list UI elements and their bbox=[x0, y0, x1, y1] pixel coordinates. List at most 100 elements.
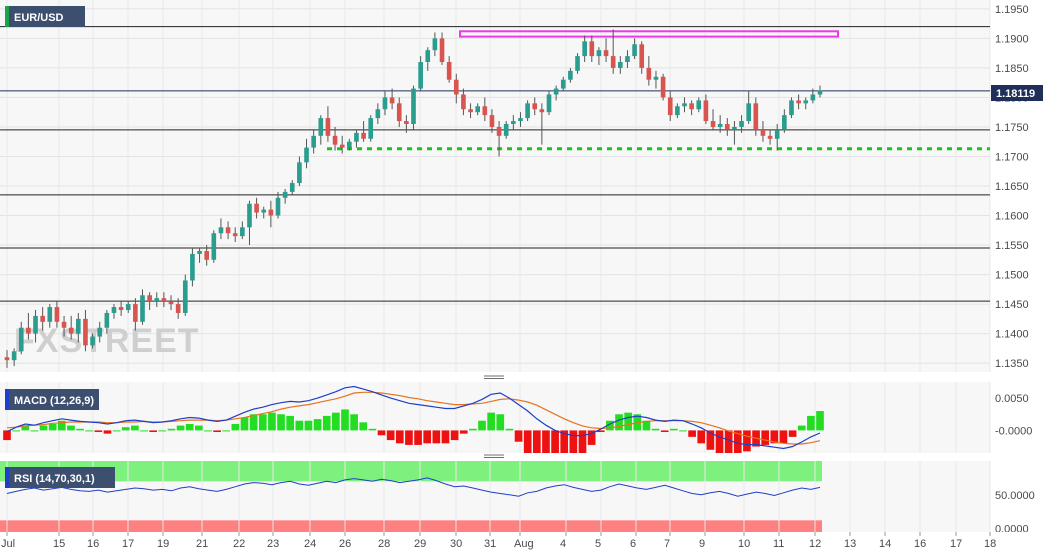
candle-body bbox=[653, 76, 659, 80]
candle-body bbox=[660, 76, 666, 98]
date-axis[interactable]: Jul 15 16 17 19 21 22 23 24 26 28 29 30 31 Aug 4 5 6 7 9 10 1… bbox=[0, 532, 1060, 555]
macd-histogram-bar bbox=[295, 420, 304, 431]
candle-body bbox=[26, 327, 31, 334]
macd-histogram-bar bbox=[459, 430, 468, 434]
macd-indicator-name: MACD (12,26,9) bbox=[14, 395, 94, 407]
macd-histogram-bar bbox=[642, 420, 651, 431]
macd-histogram-bar bbox=[615, 414, 623, 431]
date-tick-label: 10 bbox=[738, 538, 750, 550]
date-tick-label: Aug bbox=[514, 538, 534, 550]
candle-body bbox=[617, 62, 623, 68]
macd-histogram-bar bbox=[286, 415, 295, 431]
macd-histogram-bar bbox=[359, 422, 368, 431]
bullish-candle bbox=[803, 97, 809, 110]
macd-histogram-bar bbox=[688, 430, 696, 437]
macd-pane-background bbox=[0, 382, 990, 453]
candle-body bbox=[582, 41, 587, 57]
bullish-candle bbox=[653, 70, 659, 89]
candle-body bbox=[247, 203, 252, 228]
candle-body bbox=[546, 94, 552, 113]
bullish-candle bbox=[418, 56, 423, 92]
candle-body bbox=[475, 106, 481, 113]
candle-body bbox=[118, 307, 124, 310]
candle-body bbox=[646, 67, 652, 80]
macd-histogram-bar bbox=[405, 430, 413, 445]
date-tick-label: 12 bbox=[809, 538, 821, 550]
bullish-candle bbox=[125, 301, 131, 313]
macd-axis: 0.0050 -0.0000 bbox=[995, 393, 1032, 437]
bullish-candle bbox=[247, 200, 252, 246]
macd-histogram-bar bbox=[39, 425, 48, 431]
macd-histogram-bar bbox=[85, 430, 94, 432]
candle-body bbox=[325, 118, 331, 136]
bullish-candle bbox=[810, 88, 816, 104]
bullish-candle bbox=[211, 230, 217, 263]
macd-histogram-bar bbox=[112, 430, 121, 432]
bearish-candle bbox=[461, 88, 466, 116]
candle-body bbox=[482, 106, 488, 116]
pane-splitter-2[interactable] bbox=[0, 453, 990, 461]
macd-tick-label: -0.0000 bbox=[995, 425, 1032, 437]
bullish-candle bbox=[553, 85, 559, 101]
macd-histogram-bar bbox=[21, 425, 30, 431]
price-axis[interactable]: 1.19501.19001.18501.18001.17501.17001.16… bbox=[995, 4, 1029, 370]
date-tick-label: 13 bbox=[844, 538, 856, 550]
date-tick-label: 14 bbox=[879, 538, 891, 550]
pane-splitter-1[interactable] bbox=[0, 373, 990, 381]
macd-histogram-bar bbox=[706, 430, 715, 450]
macd-label: MACD (12,26,9) bbox=[5, 389, 99, 410]
price-gridlines bbox=[0, 8, 990, 364]
bearish-candle bbox=[589, 35, 595, 62]
date-tick-label: 30 bbox=[450, 538, 462, 550]
macd-histogram-bar bbox=[770, 430, 779, 444]
candle-body bbox=[789, 100, 794, 116]
price-tick-label: 1.1850 bbox=[995, 63, 1029, 75]
candle-body bbox=[675, 106, 680, 116]
candle-body bbox=[782, 115, 787, 130]
bullish-candle bbox=[75, 312, 81, 343]
macd-histogram-bar bbox=[679, 430, 687, 432]
candle-body bbox=[104, 312, 110, 328]
candle-body bbox=[425, 50, 431, 62]
candle-body bbox=[47, 307, 53, 322]
bullish-candle bbox=[368, 115, 374, 142]
last-price-tag-bg bbox=[991, 85, 1043, 101]
date-tick-label: 21 bbox=[196, 538, 208, 550]
bullish-candle bbox=[218, 218, 224, 240]
bearish-candle bbox=[646, 56, 652, 86]
bullish-candle bbox=[104, 310, 110, 334]
date-tick-label: 11 bbox=[773, 538, 784, 550]
date-tick-label: 18 bbox=[984, 538, 996, 550]
price-tick-label: 1.1500 bbox=[995, 270, 1029, 282]
macd-histogram-bar bbox=[514, 430, 523, 442]
candle-body bbox=[568, 70, 573, 80]
bearish-candle bbox=[4, 350, 10, 368]
bullish-candle bbox=[560, 76, 566, 92]
candle-body bbox=[232, 233, 238, 237]
candle-body bbox=[753, 103, 759, 130]
bullish-candle bbox=[432, 32, 438, 57]
bearish-candle bbox=[147, 292, 152, 310]
macd-histogram-bar bbox=[67, 425, 75, 431]
bearish-candle bbox=[689, 100, 694, 116]
macd-histogram-bar bbox=[249, 414, 258, 431]
macd-histogram-bar bbox=[121, 427, 130, 431]
bullish-candle bbox=[240, 221, 245, 240]
macd-histogram-bar bbox=[158, 430, 167, 432]
price-tick-label: 1.1350 bbox=[995, 358, 1029, 370]
macd-histogram-bar bbox=[469, 428, 477, 431]
macd-histogram-bar bbox=[368, 428, 377, 431]
candle-body bbox=[603, 50, 609, 57]
date-tick-label: 22 bbox=[233, 538, 245, 550]
candle-body bbox=[632, 44, 637, 57]
candle-body bbox=[767, 135, 773, 139]
bullish-candle bbox=[289, 180, 295, 195]
resistance-zone-rectangle[interactable] bbox=[459, 30, 839, 38]
bearish-candle bbox=[168, 295, 174, 310]
candle-body bbox=[261, 209, 267, 213]
candle-body bbox=[133, 304, 138, 322]
date-tick-label: 17 bbox=[122, 538, 134, 550]
macd-histogram-bar bbox=[505, 428, 514, 431]
candle-body bbox=[496, 126, 502, 136]
